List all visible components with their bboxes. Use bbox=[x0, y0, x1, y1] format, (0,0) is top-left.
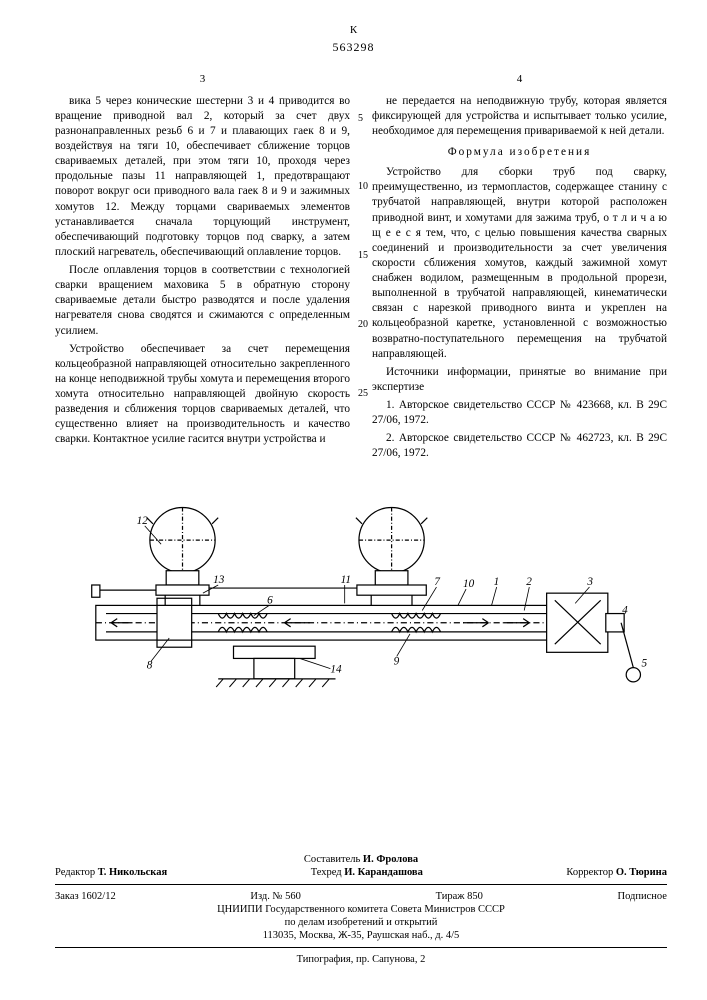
compiler-label: Составитель bbox=[304, 854, 360, 865]
reference-item: 2. Авторское свидетельство СССР № 462723… bbox=[372, 431, 667, 461]
mark-symbol: К bbox=[350, 24, 357, 36]
callout-11: 11 bbox=[341, 574, 351, 586]
org-line-1: ЦНИИПИ Государственного комитета Совета … bbox=[55, 903, 667, 916]
line-number: 5 bbox=[358, 112, 363, 125]
paragraph: После оплавления торцов в соответствии с… bbox=[55, 263, 350, 339]
right-column: 5 10 15 20 25 4 не передается на неподви… bbox=[372, 72, 667, 465]
patent-page: К 563298 3 вика 5 через конические шесте… bbox=[0, 0, 707, 1000]
callout-10: 10 bbox=[463, 578, 475, 590]
page-number-right: 4 bbox=[372, 72, 667, 87]
callout-3: 3 bbox=[586, 576, 593, 588]
subscription: Подписное bbox=[618, 891, 667, 902]
callout-12: 12 bbox=[137, 514, 149, 526]
references-head: Источники информации, принятые во вниман… bbox=[372, 365, 667, 395]
print-run: Тираж 850 bbox=[436, 891, 483, 902]
line-number: 25 bbox=[358, 387, 368, 400]
callout-2: 2 bbox=[526, 576, 532, 588]
techred-name: И. Карандашова bbox=[344, 867, 423, 878]
patent-number: 563298 bbox=[333, 40, 375, 55]
paragraph: вика 5 через конические шестерни 3 и 4 п… bbox=[55, 94, 350, 260]
page-number-left: 3 bbox=[55, 72, 350, 87]
callout-1: 1 bbox=[494, 576, 500, 588]
line-number: 20 bbox=[358, 318, 368, 331]
corrector-name: О. Тюрина bbox=[616, 867, 667, 878]
callout-6: 6 bbox=[267, 594, 273, 606]
corrector-label: Корректор bbox=[566, 867, 613, 878]
line-number: 10 bbox=[358, 180, 368, 193]
editor-label: Редактор bbox=[55, 867, 95, 878]
order-number: Заказ 1602/12 bbox=[55, 891, 116, 902]
reference-item: 1. Авторское свидетельство СССР № 423668… bbox=[372, 398, 667, 428]
callout-13: 13 bbox=[213, 574, 225, 586]
callout-9: 9 bbox=[394, 655, 400, 667]
imprint-footer: Составитель И. Фролова Редактор Т. Никол… bbox=[55, 853, 667, 966]
callout-14: 14 bbox=[330, 663, 342, 675]
callout-8: 8 bbox=[147, 659, 153, 671]
paragraph: Устройство обеспечивает за счет перемеще… bbox=[55, 342, 350, 448]
editor-name: Т. Никольская bbox=[98, 867, 167, 878]
callout-7: 7 bbox=[434, 576, 440, 588]
callout-4: 4 bbox=[622, 604, 628, 616]
techred-label: Техред bbox=[311, 867, 342, 878]
paragraph: не передается на неподвижную трубу, кото… bbox=[372, 94, 667, 139]
line-number: 15 bbox=[358, 249, 368, 262]
patent-figure: 12 13 6 11 7 10 1 2 3 4 5 8 9 14 bbox=[55, 483, 667, 718]
claims-title: Формула изобретения bbox=[372, 145, 667, 160]
paragraph: Устройство для сборки труб под сварку, п… bbox=[372, 165, 667, 362]
edition-number: Изд. № 560 bbox=[250, 891, 301, 902]
compiler-name: И. Фролова bbox=[363, 854, 418, 865]
org-address: 113035, Москва, Ж-35, Раушская наб., д. … bbox=[55, 929, 667, 942]
org-line-2: по делам изобретений и открытий bbox=[55, 916, 667, 929]
left-column: 3 вика 5 через конические шестерни 3 и 4… bbox=[55, 72, 350, 465]
callout-5: 5 bbox=[641, 657, 647, 669]
text-columns: 3 вика 5 через конические шестерни 3 и 4… bbox=[55, 72, 667, 465]
typography: Типография, пр. Сапунова, 2 bbox=[55, 953, 667, 966]
